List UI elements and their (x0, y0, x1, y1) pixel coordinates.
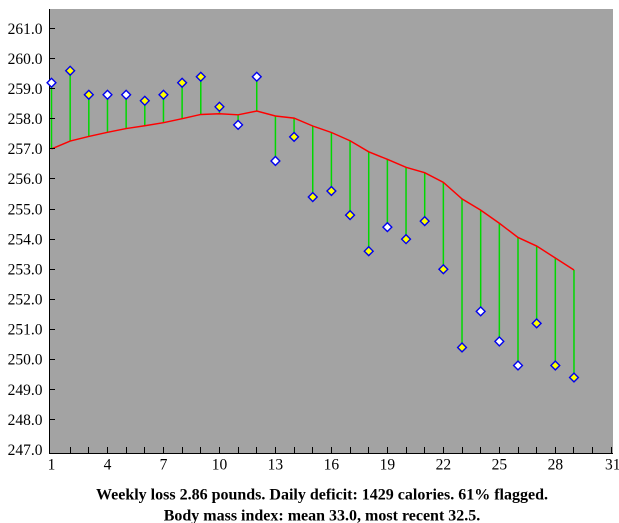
svg-text:19: 19 (380, 457, 396, 474)
svg-text:4: 4 (104, 457, 112, 474)
svg-text:260.0: 260.0 (8, 51, 43, 68)
svg-text:258.0: 258.0 (8, 111, 43, 128)
svg-text:7: 7 (160, 457, 168, 474)
svg-text:257.0: 257.0 (8, 141, 43, 158)
svg-text:248.0: 248.0 (8, 412, 43, 429)
svg-text:256.0: 256.0 (8, 171, 43, 188)
svg-text:247.0: 247.0 (8, 442, 43, 459)
svg-text:28: 28 (548, 457, 564, 474)
svg-text:10: 10 (212, 457, 228, 474)
svg-text:16: 16 (324, 457, 340, 474)
svg-text:252.0: 252.0 (8, 292, 43, 309)
svg-text:249.0: 249.0 (8, 382, 43, 399)
svg-text:261.0: 261.0 (8, 21, 43, 38)
svg-text:Body mass index: mean 33.0, mo: Body mass index: mean 33.0, most recent … (164, 507, 481, 523)
svg-text:22: 22 (436, 457, 452, 474)
svg-text:259.0: 259.0 (8, 81, 43, 98)
svg-text:255.0: 255.0 (8, 201, 43, 218)
svg-text:Weekly loss 2.86 pounds. Daily: Weekly loss 2.86 pounds. Daily deficit: … (96, 486, 548, 503)
svg-text:254.0: 254.0 (8, 231, 43, 248)
svg-text:251.0: 251.0 (8, 322, 43, 339)
svg-text:253.0: 253.0 (8, 261, 43, 278)
svg-text:13: 13 (268, 457, 284, 474)
svg-text:250.0: 250.0 (8, 352, 43, 369)
svg-text:31: 31 (605, 457, 619, 474)
svg-text:25: 25 (492, 457, 508, 474)
svg-text:1: 1 (48, 457, 56, 474)
